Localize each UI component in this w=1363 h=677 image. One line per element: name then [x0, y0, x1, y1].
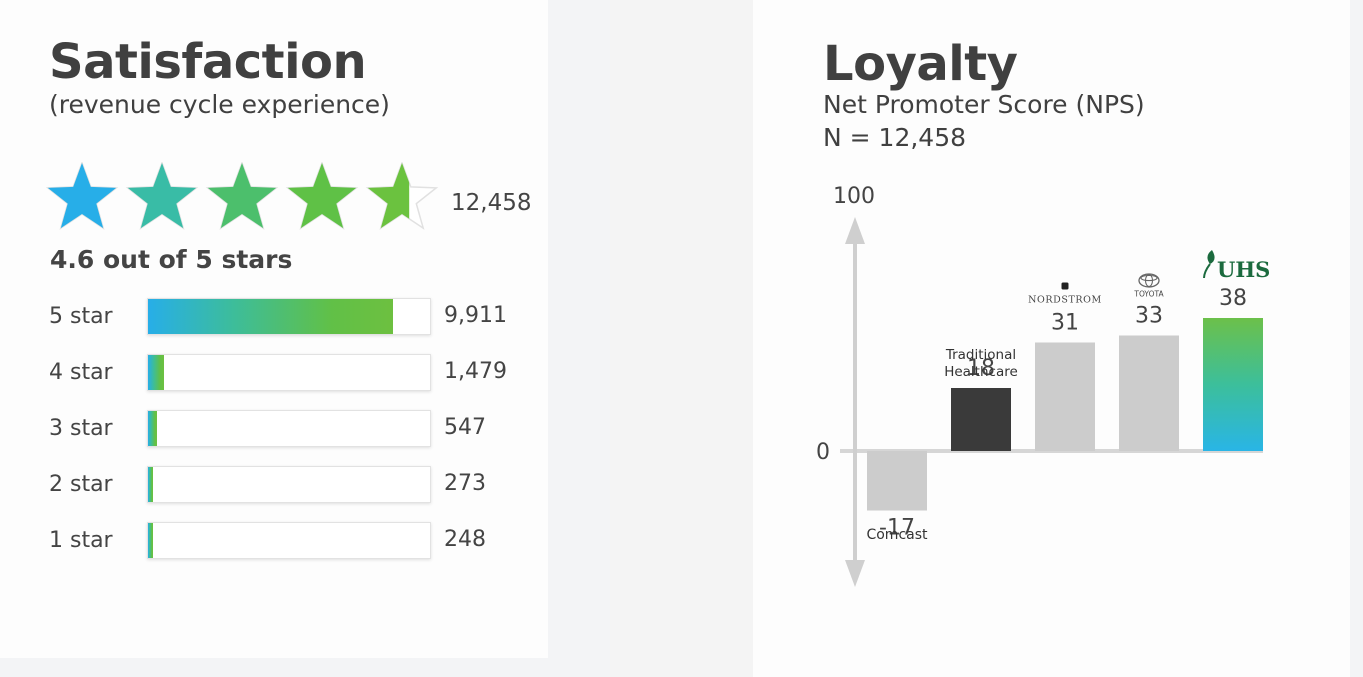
rating-bar-track	[147, 354, 431, 391]
rating-row-4: 4 star 1,479	[0, 354, 548, 394]
nordstrom-logo: NORDSTROM	[1028, 295, 1102, 306]
star-icon	[205, 162, 279, 230]
rating-row-count: 273	[444, 471, 486, 496]
rating-bar-fill	[148, 523, 154, 558]
satisfaction-subtitle: (revenue cycle experience)	[49, 90, 390, 119]
loyalty-title: Loyalty	[823, 36, 1018, 92]
rating-bar-fill	[148, 411, 158, 446]
rating-bar-track	[147, 298, 431, 335]
rating-row-3: 3 star 547	[0, 410, 548, 450]
rating-row-label: 2 star	[49, 472, 113, 497]
y-axis	[845, 217, 865, 587]
rating-row-count: 248	[444, 527, 486, 552]
rating-row-label: 1 star	[49, 528, 113, 553]
star-icon	[46, 162, 119, 230]
arrow-down-icon	[845, 560, 865, 587]
rating-row-5: 5 star 9,911	[0, 298, 548, 338]
rating-row-count: 9,911	[444, 303, 507, 328]
star-icon	[365, 162, 439, 230]
rating-row-label: 4 star	[49, 360, 113, 385]
star-icon	[125, 162, 199, 230]
rating-bar-fill	[148, 467, 154, 502]
bar	[1119, 335, 1179, 451]
total-review-count: 12,458	[451, 190, 532, 216]
rating-bar-track	[147, 522, 431, 559]
bar	[951, 388, 1011, 451]
bar-value-label: 38	[1219, 286, 1247, 311]
average-rating-text: 4.6 out of 5 stars	[50, 245, 293, 274]
bar-value-label: 31	[1051, 311, 1079, 336]
bar	[1035, 342, 1095, 451]
rating-bar-fill	[148, 299, 393, 334]
uhs-logo: UHS	[1217, 257, 1270, 282]
rating-row-2: 2 star 273	[0, 466, 548, 506]
rating-row-count: 547	[444, 415, 486, 440]
nordstrom-icon	[1061, 282, 1069, 290]
bar	[867, 451, 927, 511]
y-tick-label: 100	[833, 184, 875, 209]
comcast-logo: Comcast	[866, 527, 928, 543]
rating-bar-track	[147, 466, 431, 503]
star-icon	[285, 162, 359, 230]
bar	[1203, 318, 1263, 451]
bar-value-label: 18	[967, 356, 995, 381]
rating-row-label: 5 star	[49, 304, 113, 329]
bar-value-label: 33	[1135, 304, 1163, 329]
arrow-up-icon	[845, 217, 865, 244]
uhs-leaf-icon	[1203, 250, 1215, 279]
satisfaction-title: Satisfaction	[49, 34, 367, 90]
rating-row-1: 1 star 248	[0, 522, 548, 562]
rating-bar-track	[147, 410, 431, 447]
satisfaction-panel: Satisfaction (revenue cycle experience) …	[0, 0, 548, 658]
loyalty-subtitle: Net Promoter Score (NPS)	[823, 90, 1145, 119]
star-rating-icon	[46, 162, 439, 230]
rating-row-label: 3 star	[49, 416, 113, 441]
y-tick-label: 0	[816, 440, 830, 465]
category-label: Traditional Healthcare	[944, 347, 1018, 380]
bar-value-label: -17	[879, 516, 915, 541]
rating-bar-fill	[148, 355, 165, 390]
toyota-logo: TOYOTA	[1133, 290, 1164, 299]
loyalty-sample-size: N = 12,458	[823, 123, 967, 152]
toyota-icon	[1138, 273, 1160, 288]
rating-row-count: 1,479	[444, 359, 507, 384]
